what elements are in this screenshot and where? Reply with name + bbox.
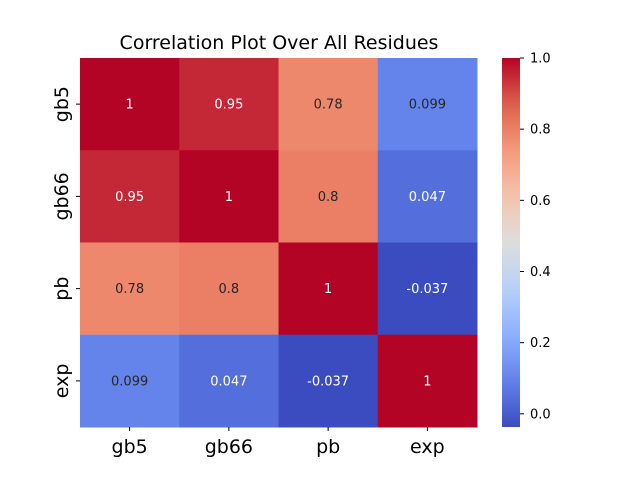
heatmap-cell — [377, 242, 478, 336]
cell-value-label: 1 — [423, 374, 431, 389]
cell-value-label: 1 — [324, 282, 332, 297]
heatmap-cell — [179, 150, 279, 243]
colorbar-tick-label: 0.0 — [530, 407, 551, 422]
cell-value-label: 0.78 — [314, 98, 343, 113]
cell-value-label: 0.95 — [115, 190, 144, 205]
cell-value-label: 0.047 — [409, 190, 446, 205]
heatmap-cell — [80, 242, 180, 336]
heatmap-cell — [377, 150, 478, 243]
heatmap-cell — [179, 58, 279, 151]
heatmap-cell — [179, 334, 279, 428]
x-axis-tick-labels: gb5 gb66 pb exp — [112, 427, 445, 458]
colorbar-tick-label: 0.4 — [530, 265, 551, 280]
colorbar-tick-label: 0.6 — [530, 194, 551, 209]
cell-value-label: 0.8 — [219, 282, 240, 297]
heatmap-cell — [278, 150, 379, 243]
colorbar: 0.0 0.2 0.4 0.6 0.8 1.0 — [502, 52, 551, 427]
cell-value-label: -0.037 — [307, 374, 349, 389]
heatmap-cell — [278, 58, 379, 151]
heatmap-grid: 1 0.95 0.78 0.099 0.95 1 0.8 0.047 0.78 0.8 1 -0.03… — [80, 58, 478, 428]
colorbar-tick-label: 1.0 — [530, 52, 551, 67]
colorbar-tick-label: 0.2 — [530, 336, 551, 351]
y-tick-label: exp — [51, 364, 73, 399]
y-tick-label: pb — [51, 277, 73, 301]
cell-value-label: 0.099 — [409, 98, 446, 113]
y-tick-label: gb66 — [51, 172, 73, 220]
x-tick-label: gb66 — [205, 436, 253, 458]
colorbar-tick-label: 0.8 — [530, 123, 551, 138]
x-tick-label: exp — [410, 436, 445, 458]
colorbar-gradient — [502, 58, 520, 427]
heatmap-cell — [80, 150, 180, 243]
chart-title: Correlation Plot Over All Residues — [120, 32, 439, 54]
cell-value-label: 1 — [125, 98, 133, 113]
cell-value-label: 0.95 — [214, 98, 243, 113]
heatmap-cell — [80, 334, 180, 428]
cell-value-label: -0.037 — [406, 282, 448, 297]
x-tick-label: gb5 — [112, 436, 148, 458]
heatmap-cell — [377, 334, 478, 428]
cell-value-label: 0.78 — [115, 282, 144, 297]
x-tick-label: pb — [316, 436, 340, 458]
y-axis-tick-labels: gb5 gb66 pb exp — [51, 86, 80, 398]
heatmap-cell — [80, 58, 180, 151]
heatmap-cell — [377, 58, 478, 151]
heatmap-cell — [278, 334, 379, 428]
heatmap-cell — [278, 242, 379, 336]
heatmap-cell — [179, 242, 279, 336]
cell-value-label: 0.8 — [318, 190, 339, 205]
cell-value-label: 0.099 — [111, 374, 148, 389]
y-tick-label: gb5 — [51, 86, 73, 122]
cell-value-label: 0.047 — [210, 374, 247, 389]
cell-value-label: 1 — [225, 190, 233, 205]
